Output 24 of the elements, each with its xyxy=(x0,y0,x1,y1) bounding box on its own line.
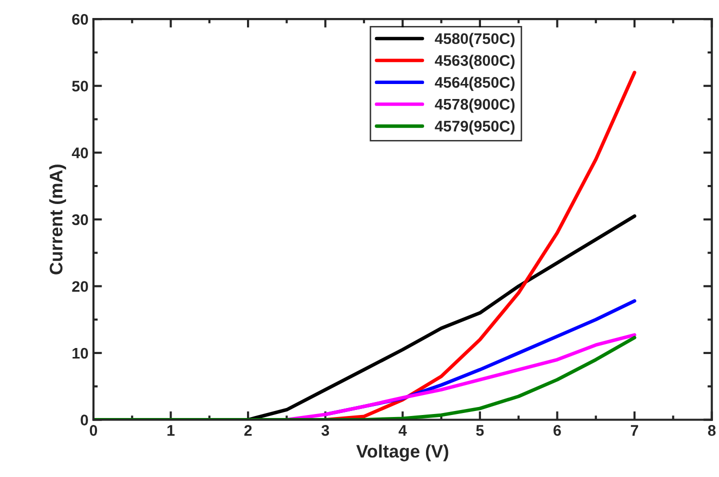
x-tick-label: 0 xyxy=(90,425,98,436)
y-tick-label: 50 xyxy=(72,80,88,92)
y-tick-label: 10 xyxy=(72,348,88,359)
x-axis-title: Voltage (V) xyxy=(356,444,448,462)
x-tick-label: 3 xyxy=(321,425,330,436)
x-tick-label: 7 xyxy=(630,425,638,436)
y-tick-label: 20 xyxy=(72,281,88,292)
x-tick-label: 6 xyxy=(554,425,561,436)
legend-label: 4578(900C) xyxy=(434,98,515,113)
x-tick-label: 5 xyxy=(476,425,484,436)
line-series xyxy=(93,336,636,420)
y-axis-title: Current (mA) xyxy=(49,164,66,274)
legend-label: 4564(850C) xyxy=(434,76,515,91)
y-tick-label: 40 xyxy=(72,148,88,158)
y-tick-label: 30 xyxy=(72,214,88,226)
y-tick-label: 0 xyxy=(80,414,88,426)
legend-label: 4579(950C) xyxy=(434,120,515,135)
x-tick-label: 4 xyxy=(398,425,407,436)
y-tick-label: 60 xyxy=(72,14,88,25)
x-tick-label: 1 xyxy=(167,425,175,436)
x-tick-label: 2 xyxy=(244,425,252,436)
legend-label: 4580(750C) xyxy=(434,32,515,48)
legend-label: 4563(800C) xyxy=(434,54,515,69)
x-tick-label: 8 xyxy=(708,425,716,436)
